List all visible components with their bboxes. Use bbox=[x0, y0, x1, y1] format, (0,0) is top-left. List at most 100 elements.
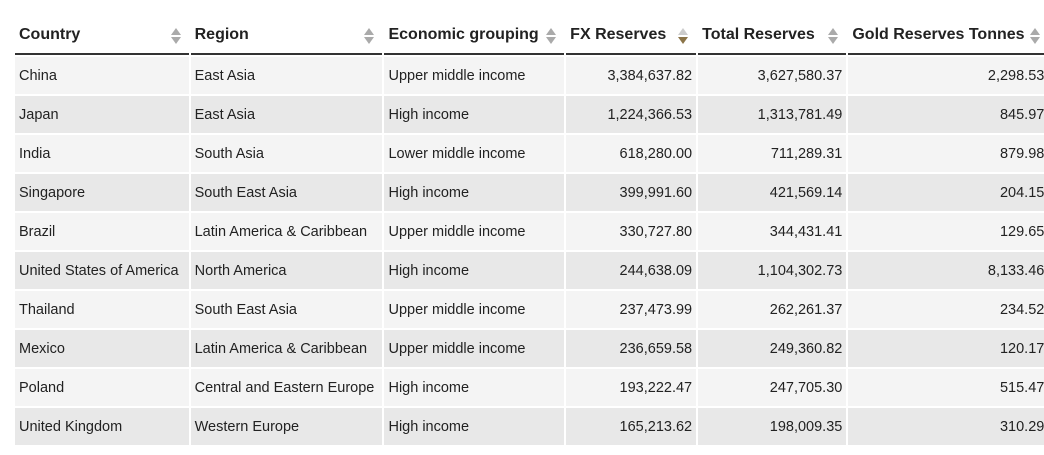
table-row: Brazil Latin America & Caribbean Upper mid… bbox=[15, 213, 1044, 250]
table-cell: South Asia bbox=[190, 135, 383, 172]
table-cell: East Asia bbox=[190, 96, 383, 133]
sort-icon[interactable] bbox=[364, 26, 375, 46]
sort-up bbox=[678, 28, 689, 35]
table-cell: 165,213.62 bbox=[566, 408, 697, 445]
table-cell: South East Asia bbox=[190, 291, 383, 328]
table-cell: Latin America & Caribbean bbox=[190, 213, 383, 250]
table-cell: Japan bbox=[15, 96, 189, 133]
table-row: Mexico Latin America & Caribbean Upper mid… bbox=[15, 330, 1044, 367]
table-row: China East Asia Upper middle income 3,384,6… bbox=[15, 57, 1044, 94]
table-row: Japan East Asia High income 1,224,366.53 1,3… bbox=[15, 96, 1044, 133]
table-cell: Singapore bbox=[15, 174, 189, 211]
table-cell: 1,224,366.53 bbox=[566, 96, 697, 133]
table-cell: 244,638.09 bbox=[566, 252, 697, 289]
column-header-text: Country bbox=[19, 26, 81, 43]
table-row: United Kingdom Western Europe High income 1… bbox=[15, 408, 1044, 445]
table-cell: High income bbox=[384, 252, 565, 289]
table-cell: 129.65 bbox=[848, 213, 1044, 250]
column-header[interactable]: FX Reserves bbox=[566, 17, 697, 55]
table-cell: 515.47 bbox=[848, 369, 1044, 406]
sort-up bbox=[828, 28, 839, 35]
table-cell: 879.98 bbox=[848, 135, 1044, 172]
table-cell: 198,009.35 bbox=[698, 408, 847, 445]
column-header-text: FX Reserves bbox=[570, 26, 667, 43]
sort-up bbox=[546, 28, 557, 35]
column-header[interactable]: Economic grouping bbox=[384, 17, 565, 55]
table-cell: 234.52 bbox=[848, 291, 1044, 328]
table-body: China East Asia Upper middle income 3,384,6… bbox=[15, 57, 1044, 445]
table-cell: Lower middle income bbox=[384, 135, 565, 172]
table-cell: 204.15 bbox=[848, 174, 1044, 211]
table-cell: Brazil bbox=[15, 213, 189, 250]
column-header-text: Gold Reserves Tonnes bbox=[852, 26, 1025, 43]
table-cell: 330,727.80 bbox=[566, 213, 697, 250]
table-cell: 247,705.30 bbox=[698, 369, 847, 406]
table-cell: High income bbox=[384, 408, 565, 445]
column-header[interactable]: Region bbox=[190, 17, 383, 55]
table-row: India South Asia Lower middle income 618,28… bbox=[15, 135, 1044, 172]
sort-down bbox=[1030, 37, 1041, 44]
table-cell: Thailand bbox=[15, 291, 189, 328]
table-cell: 711,289.31 bbox=[698, 135, 847, 172]
table-cell: United States of America bbox=[15, 252, 189, 289]
table-cell: Western Europe bbox=[190, 408, 383, 445]
table-cell: 3,627,580.37 bbox=[698, 57, 847, 94]
table-row: Poland Central and Eastern Europe High inc… bbox=[15, 369, 1044, 406]
table-cell: Upper middle income bbox=[384, 291, 565, 328]
column-header[interactable]: Gold Reserves Tonnes bbox=[848, 17, 1044, 55]
sort-down bbox=[678, 37, 689, 44]
sort-icon[interactable] bbox=[828, 26, 839, 46]
column-header[interactable]: Total Reserves bbox=[698, 17, 847, 55]
table-cell: 344,431.41 bbox=[698, 213, 847, 250]
table-cell: South East Asia bbox=[190, 174, 383, 211]
table-cell: 120.17 bbox=[848, 330, 1044, 367]
column-header-text: Total Reserves bbox=[702, 26, 815, 43]
table-cell: 1,313,781.49 bbox=[698, 96, 847, 133]
sort-up bbox=[1030, 28, 1041, 35]
table-row: Singapore South East Asia High income 399,9… bbox=[15, 174, 1044, 211]
table-container: Country Region Economic grouping FX Reserve… bbox=[13, 15, 1044, 447]
table-cell: China bbox=[15, 57, 189, 94]
sort-down bbox=[828, 37, 839, 44]
table-cell: 2,298.53 bbox=[848, 57, 1044, 94]
table-cell: India bbox=[15, 135, 189, 172]
table-cell: 421,569.14 bbox=[698, 174, 847, 211]
table-row: United States of America North America Hig… bbox=[15, 252, 1044, 289]
sort-up bbox=[170, 28, 181, 35]
column-header-text: Region bbox=[194, 26, 249, 43]
column-header-text: Economic grouping bbox=[388, 26, 539, 43]
sort-up bbox=[364, 28, 375, 35]
sort-down bbox=[170, 37, 181, 44]
table-cell: Poland bbox=[15, 369, 189, 406]
table-cell: 399,991.60 bbox=[566, 174, 697, 211]
table-cell: East Asia bbox=[190, 57, 383, 94]
table-cell: 236,659.58 bbox=[566, 330, 697, 367]
reserves-table: Country Region Economic grouping FX Reserve… bbox=[13, 15, 1044, 447]
table-cell: 237,473.99 bbox=[566, 291, 697, 328]
table-cell: 8,133.46 bbox=[848, 252, 1044, 289]
table-cell: 3,384,637.82 bbox=[566, 57, 697, 94]
sort-icon[interactable] bbox=[678, 26, 689, 46]
table-cell: Latin America & Caribbean bbox=[190, 330, 383, 367]
table-cell: 1,104,302.73 bbox=[698, 252, 847, 289]
table-cell: North America bbox=[190, 252, 383, 289]
table-row: Thailand South East Asia Upper middle inco… bbox=[15, 291, 1044, 328]
table-cell: 310.29 bbox=[848, 408, 1044, 445]
table-cell: 249,360.82 bbox=[698, 330, 847, 367]
sort-icon[interactable] bbox=[546, 26, 557, 46]
sort-icon[interactable] bbox=[170, 26, 181, 46]
table-cell: 618,280.00 bbox=[566, 135, 697, 172]
table-cell: Upper middle income bbox=[384, 57, 565, 94]
table-cell: 262,261.37 bbox=[698, 291, 847, 328]
table-cell: United Kingdom bbox=[15, 408, 189, 445]
table-cell: 845.97 bbox=[848, 96, 1044, 133]
table-cell: 193,222.47 bbox=[566, 369, 697, 406]
table-cell: Central and Eastern Europe bbox=[190, 369, 383, 406]
table-cell: Upper middle income bbox=[384, 213, 565, 250]
table-cell: Mexico bbox=[15, 330, 189, 367]
sort-icon[interactable] bbox=[1030, 26, 1041, 46]
table-cell: High income bbox=[384, 96, 565, 133]
column-header[interactable]: Country bbox=[15, 17, 189, 55]
header-row: Country Region Economic grouping FX Reserve… bbox=[15, 17, 1044, 55]
